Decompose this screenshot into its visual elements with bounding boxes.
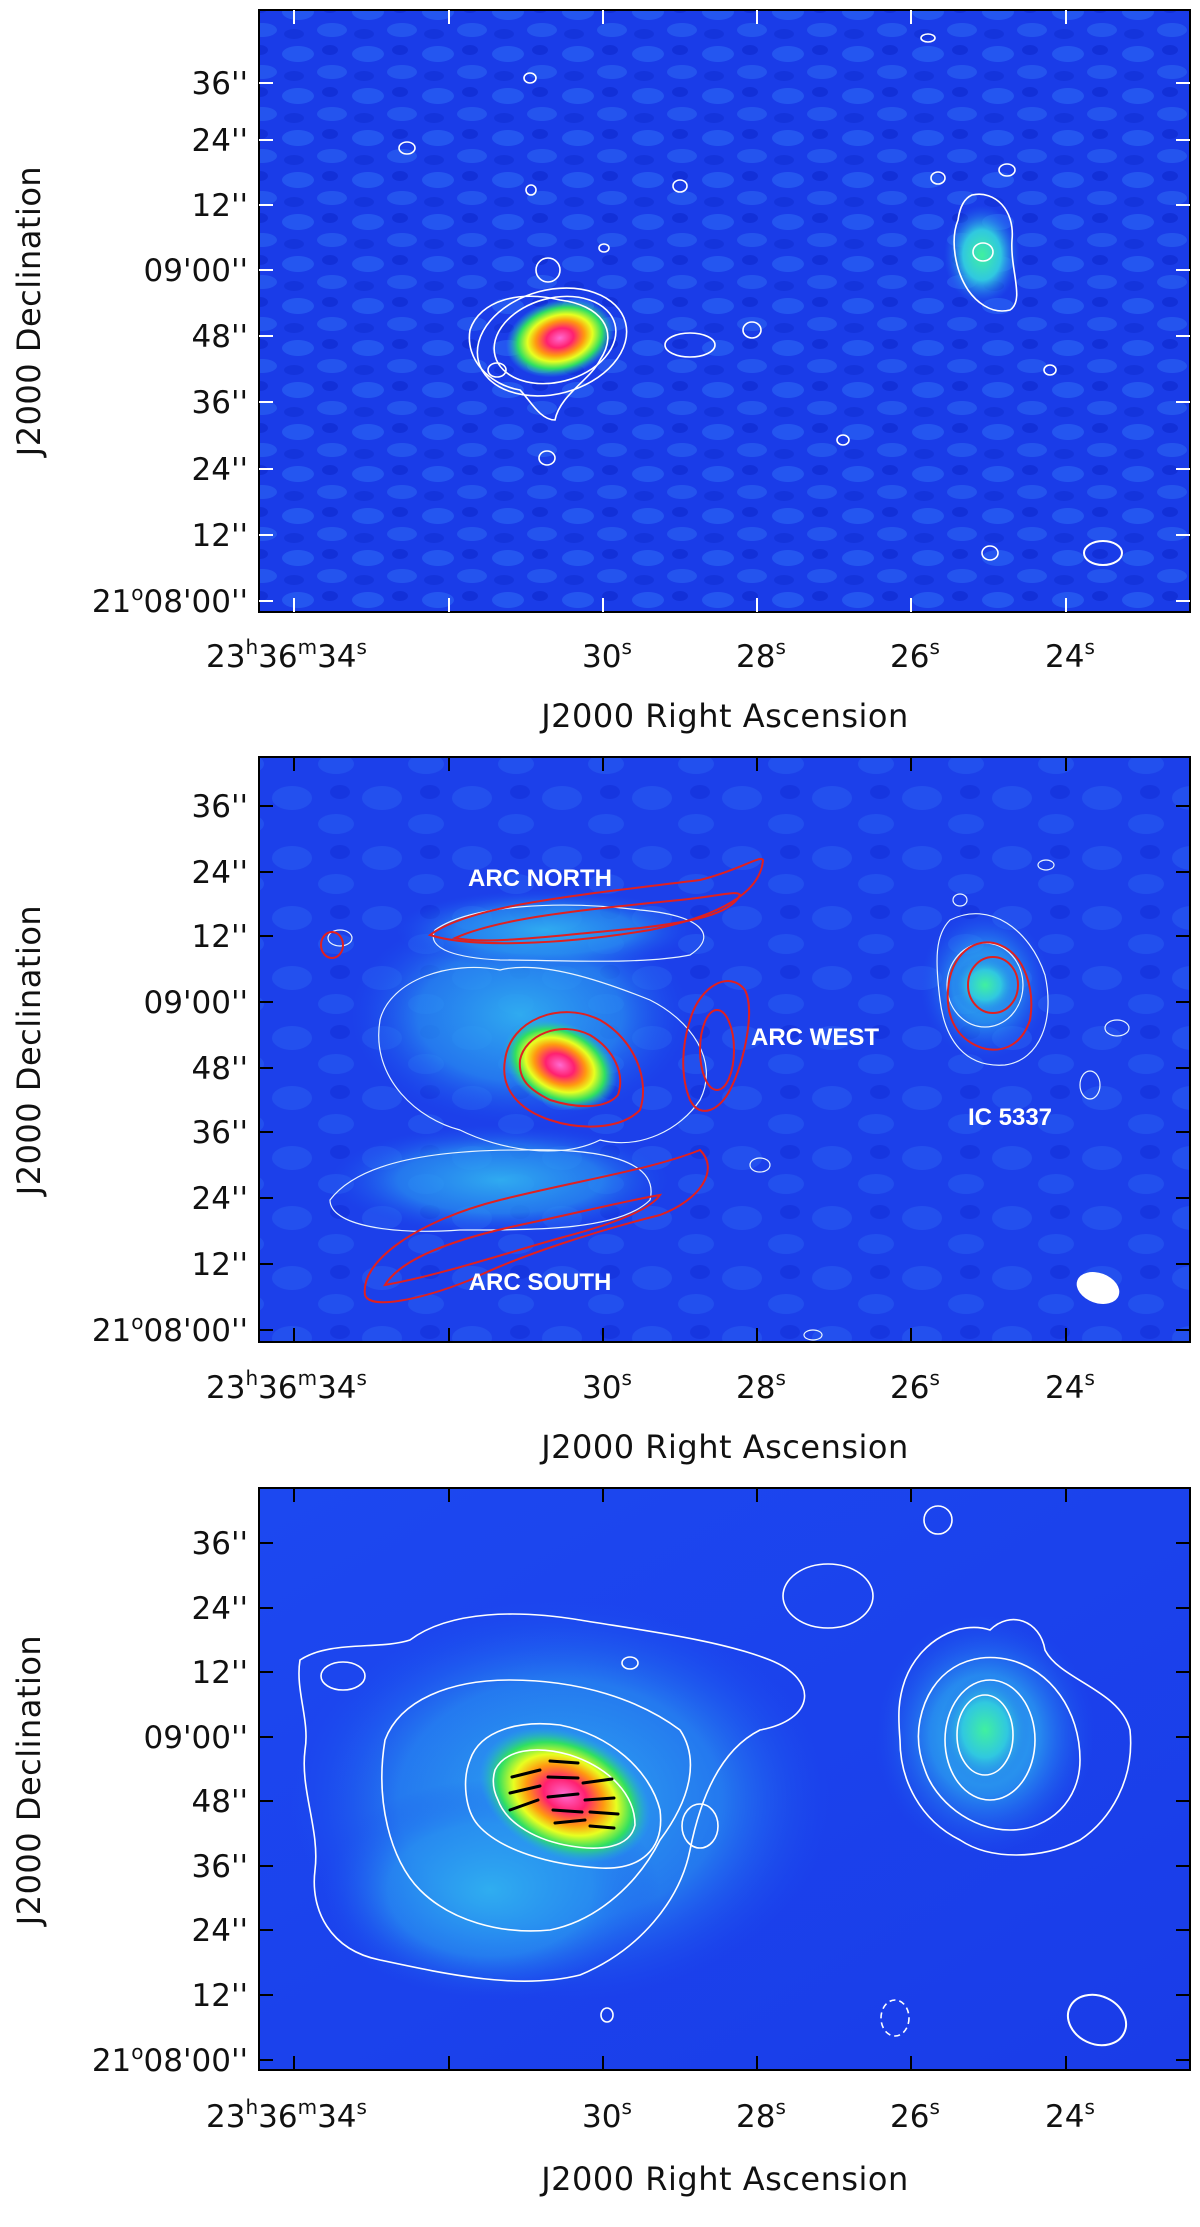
source-main: [505, 298, 615, 378]
dec-tick-label: 24'': [192, 1913, 249, 1949]
dec-tick-label: 24'': [192, 1591, 249, 1627]
panel-bottom-dec-labels: 36'' 24'' 12'' 09'00'' 48'' 36'' 24'' 12…: [92, 1526, 248, 2079]
label-arc-north: ARC NORTH: [468, 865, 612, 892]
dec-tick-label: 36'': [192, 1115, 249, 1151]
y-axis-title: J2000 Declination: [10, 1635, 48, 1927]
ra-tick-label: 24s: [1045, 2095, 1095, 2135]
beam-ellipse: [1076, 1272, 1120, 1304]
diffuse-emission: [395, 890, 695, 970]
dec-tick-label: 12'': [192, 919, 249, 955]
label-arc-west: ARC WEST: [751, 1024, 879, 1051]
panel-middle-ra-labels: 23h36m34s 30s 28s 26s 24s: [206, 1366, 1095, 1406]
dec-tick-label: 12'': [192, 1655, 249, 1691]
dec-tick-label: 36'': [192, 66, 249, 102]
ra-tick-label: 28s: [736, 2095, 786, 2135]
ra-tick-label: 28s: [736, 1366, 786, 1406]
y-axis-title: J2000 Declination: [10, 166, 48, 458]
panel-middle-ticks: [259, 757, 1190, 1342]
panel-top-ticks: [259, 10, 1190, 612]
ra-tick-label: 26s: [890, 1366, 940, 1406]
panel-top: 36'' 24'' 12'' 09'00'' 48'' 36'' 24'' 12…: [10, 9, 1191, 735]
panel-top-dec-labels: 36'' 24'' 12'' 09'00'' 48'' 36'' 24'' 12…: [92, 66, 248, 620]
beam-ellipse: [1066, 1993, 1128, 2047]
dec-tick-label: 12'': [192, 1247, 249, 1283]
diffuse-emission: [330, 1125, 670, 1235]
beam-ellipse: [1083, 540, 1123, 566]
dec-tick-label: 09'00'': [144, 253, 248, 289]
ra-tick-label: 26s: [890, 635, 940, 675]
dec-tick-label: 36'': [192, 789, 249, 825]
x-axis-title: J2000 Right Ascension: [539, 1428, 909, 1466]
label-arc-south: ARC SOUTH: [469, 1269, 612, 1296]
polarization-vectors: [508, 1759, 620, 1830]
ra-tick-label: 30s: [582, 2095, 632, 2135]
ra-tick-label: 24s: [1045, 1366, 1095, 1406]
dec-tick-label: 24'': [192, 855, 249, 891]
dec-tick-label: 48'': [192, 1051, 249, 1087]
contours-top: [398, 33, 1057, 561]
y-axis-title: J2000 Declination: [10, 905, 48, 1197]
ra-tick-label: 30s: [582, 635, 632, 675]
dec-tick-label: 36'': [192, 1849, 249, 1885]
panel-top-frame: [258, 9, 1191, 613]
dec-tick-label: 24'': [192, 123, 249, 159]
panel-bottom-ticks: [259, 1488, 1190, 2070]
panel-bottom: 36'' 24'' 12'' 09'00'' 48'' 36'' 24'' 12…: [10, 1487, 1191, 2198]
label-ic5337: IC 5337: [968, 1104, 1052, 1131]
panel-middle: ARC NORTH ARC WEST ARC SOUTH IC 5337 36'…: [10, 756, 1191, 1466]
panel-top-map: [259, 10, 1190, 612]
dec-tick-label: 48'': [192, 319, 249, 355]
x-axis-title: J2000 Right Ascension: [539, 697, 909, 735]
panel-middle-frame: [258, 756, 1191, 1343]
dec-tick-label: 09'00'': [144, 985, 248, 1021]
dec-tick-label: 12'': [192, 1978, 249, 2014]
ra-tick-label: 26s: [890, 2095, 940, 2135]
ra-tick-label: 24s: [1045, 635, 1095, 675]
dec-tick-label: 12'': [192, 518, 249, 554]
dec-tick-label: 36'': [192, 1526, 249, 1562]
dec-tick-label: 48'': [192, 1784, 249, 1820]
panel-middle-dec-labels: 36'' 24'' 12'' 09'00'' 48'' 36'' 24'' 12…: [92, 789, 248, 1349]
panel-bottom-frame: [258, 1487, 1191, 2071]
x-axis-title: J2000 Right Ascension: [539, 2160, 909, 2198]
dec-tick-label: 36'': [192, 385, 249, 421]
dec-origin-label: 21o08'00'': [92, 2040, 248, 2079]
contours-middle-red: [320, 858, 1033, 1304]
ra-tick-label: 23h36m34s: [206, 635, 367, 675]
dec-tick-label: 12'': [192, 188, 249, 224]
contours-bottom: [298, 1505, 1132, 2037]
panel-top-ra-labels: 23h36m34s 30s 28s 26s 24s: [206, 635, 1095, 675]
panel-bottom-ra-labels: 23h36m34s 30s 28s 26s 24s: [206, 2095, 1095, 2135]
dec-tick-label: 24'': [192, 1181, 249, 1217]
contours-middle-white: [327, 859, 1130, 1341]
dec-origin-label: 21o08'00'': [92, 581, 248, 620]
ra-tick-label: 23h36m34s: [206, 2095, 367, 2135]
dec-tick-label: 09'00'': [144, 1720, 248, 1756]
ra-tick-label: 30s: [582, 1366, 632, 1406]
source-ic5337: [953, 955, 1017, 1015]
dec-tick-label: 24'': [192, 452, 249, 488]
dec-origin-label: 21o08'00'': [92, 1310, 248, 1349]
ra-tick-label: 28s: [736, 635, 786, 675]
ra-tick-label: 23h36m34s: [206, 1366, 367, 1406]
